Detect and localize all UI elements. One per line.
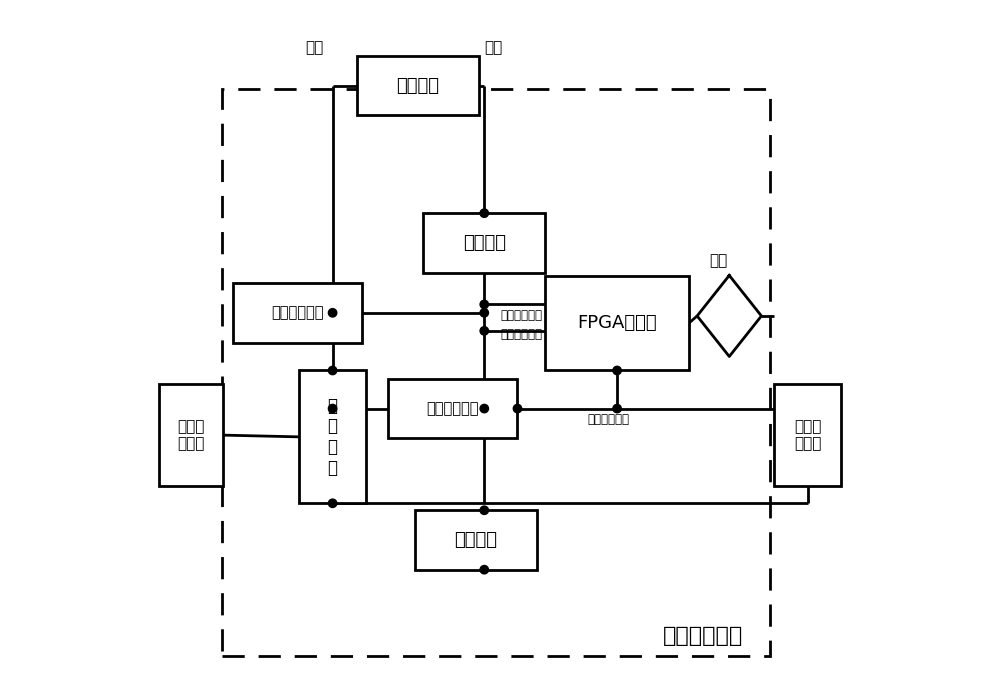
Bar <box>774 384 841 486</box>
Circle shape <box>328 404 337 412</box>
Text: 输入: 输入 <box>710 253 728 268</box>
Bar <box>233 283 362 343</box>
Bar <box>415 510 537 570</box>
Text: 源极: 源极 <box>306 40 324 55</box>
Text: 容性元件: 容性元件 <box>463 234 506 252</box>
Bar <box>159 384 223 486</box>
Circle shape <box>513 404 522 412</box>
Circle shape <box>480 326 488 335</box>
Circle shape <box>328 366 337 375</box>
Text: 漏极: 漏极 <box>485 40 503 55</box>
Text: 第三输出端口: 第三输出端口 <box>587 413 629 426</box>
Circle shape <box>480 404 488 412</box>
Circle shape <box>328 499 337 507</box>
Bar <box>423 213 545 273</box>
Bar <box>222 89 770 656</box>
Circle shape <box>480 309 488 317</box>
Circle shape <box>480 209 488 217</box>
Text: 待测器件: 待测器件 <box>396 77 439 94</box>
Text: FPGA开发板: FPGA开发板 <box>577 315 657 332</box>
Bar <box>299 370 366 503</box>
Text: 信号发
生模块: 信号发 生模块 <box>794 419 821 452</box>
Bar <box>388 379 517 438</box>
Circle shape <box>328 309 337 317</box>
Circle shape <box>613 366 621 375</box>
Text: 阻性元件: 阻性元件 <box>454 531 497 549</box>
Text: 开
关
元
件: 开 关 元 件 <box>328 396 338 477</box>
Bar <box>545 276 689 370</box>
Circle shape <box>480 301 488 309</box>
Text: 第一感性元件: 第一感性元件 <box>271 305 324 320</box>
Circle shape <box>480 506 488 514</box>
Text: 第二感性元件: 第二感性元件 <box>427 401 479 416</box>
Text: 第一输出端口: 第一输出端口 <box>500 310 542 322</box>
Bar <box>357 56 479 115</box>
Circle shape <box>613 404 621 412</box>
Text: 第二输出端口: 第二输出端口 <box>500 328 542 340</box>
Circle shape <box>480 565 488 574</box>
Text: 第二驱
动模块: 第二驱 动模块 <box>177 419 205 452</box>
Text: 可控负载模块: 可控负载模块 <box>663 626 743 646</box>
